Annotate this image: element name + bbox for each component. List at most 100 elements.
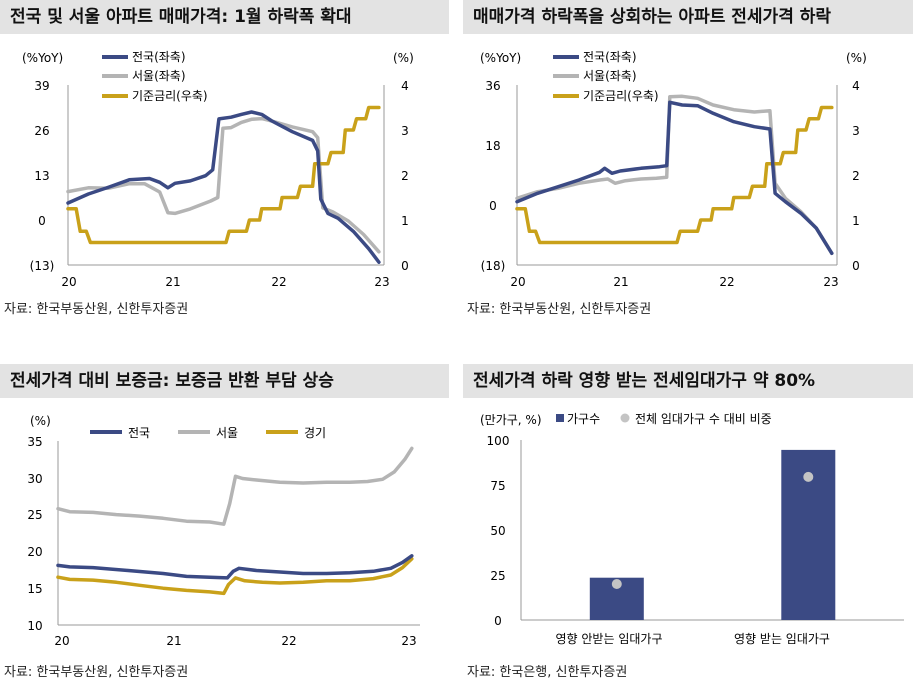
ytick-label: 15 (27, 582, 42, 596)
legend-label-nation: 전국(좌축) (132, 50, 186, 64)
source-note: 자료: 한국부동산원, 신한투자증권 (467, 302, 652, 317)
legend-label-nation: 전국(좌축) (583, 50, 637, 64)
ytick-label: 26 (34, 124, 49, 138)
ytick-label: 4 (852, 79, 860, 93)
legend-label-bar: 가구수 (567, 412, 600, 426)
chart-rental-households: (만가구, %) 가구수 전체 임대가구 수 대비 비중 100 75 50 2… (480, 412, 904, 646)
legend-label-seoul: 서울(좌축) (583, 69, 637, 83)
legend-swatch-bar (556, 414, 564, 422)
ytick-label: 3 (401, 124, 409, 138)
series-line-rate (66, 105, 381, 245)
panel-deposit-ratio: 전세가격 대비 보증금: 보증금 반환 부담 상승 (%) 전국 서울 경기 3… (0, 364, 450, 686)
legend-label-seoul: 서울 (216, 426, 238, 440)
plot-area (66, 105, 381, 264)
ytick-labels-left: 36 18 0 (18) (481, 79, 506, 273)
xtick-label: 23 (401, 634, 416, 648)
ytick-label: 25 (490, 569, 505, 583)
ytick-label: (13) (30, 259, 55, 273)
ytick-label: 18 (485, 139, 500, 153)
ytick-label: 30 (27, 472, 42, 486)
ylabel-right: (%) (846, 51, 867, 65)
xtick-label: 21 (166, 634, 181, 648)
series-line-nation (56, 554, 414, 580)
ytick-label: 0 (852, 259, 860, 273)
source-note: 자료: 한국부동산원, 신한투자증권 (4, 665, 189, 680)
xtick-label: 22 (281, 634, 296, 648)
plot-area (56, 446, 414, 596)
xtick-label: 22 (271, 275, 286, 289)
ytick-label: (18) (481, 259, 506, 273)
plot-area (515, 94, 834, 256)
ytick-label: 2 (852, 169, 860, 183)
category-labels: 영향 안받는 임대가구 영향 받는 임대가구 (556, 632, 830, 646)
xtick-label: 21 (613, 275, 628, 289)
panel-sales-price: 전국 및 서울 아파트 매매가격: 1월 하락폭 확대 (%YoY) (%) 전… (0, 0, 450, 320)
ytick-label: 1 (401, 214, 409, 228)
ytick-labels: 100 75 50 25 0 (487, 434, 510, 628)
legend-swatch-dot (620, 413, 630, 423)
legend: 가구수 전체 임대가구 수 대비 비중 (556, 412, 772, 426)
legend-label-rate: 기준금리(우축) (132, 89, 208, 103)
ytick-label: 36 (485, 79, 500, 93)
ylabel-left: (%YoY) (480, 51, 521, 65)
ylabel: (만가구, %) (480, 413, 542, 427)
series-line-seoul (515, 94, 834, 256)
ytick-label: 25 (27, 508, 42, 522)
ytick-labels-right: 4 3 2 1 0 (401, 79, 409, 273)
ytick-labels-left: 35 30 25 20 15 10 (27, 435, 42, 633)
legend-label-dot: 전체 임대가구 수 대비 비중 (635, 412, 772, 426)
xtick-label: 23 (823, 275, 838, 289)
ytick-label: 100 (487, 434, 510, 448)
chart-sales-price: (%YoY) (%) 전국(좌축) 서울(좌축) 기준금리(우축) 39 26 … (22, 50, 414, 289)
legend-label-gyeonggi: 경기 (304, 426, 326, 440)
xtick-labels: 20 21 22 23 (510, 275, 838, 289)
panel-title: 전세가격 하락 영향 받는 전세임대가구 약 80% (463, 364, 913, 398)
ytick-label: 20 (27, 545, 42, 559)
panel-title: 전국 및 서울 아파트 매매가격: 1월 하락폭 확대 (0, 0, 449, 34)
panel-jeonse-price: 매매가격 하락폭을 상회하는 아파트 전세가격 하락 (%YoY) (%) 전국… (463, 0, 919, 320)
ytick-label: 4 (401, 79, 409, 93)
panel-rental-households: 전세가격 하락 영향 받는 전세임대가구 약 80% (만가구, %) 가구수 … (463, 364, 919, 686)
legend-label-seoul: 서울(좌축) (132, 69, 186, 83)
series-line-rate (515, 105, 834, 245)
series-line-gyeonggi (56, 557, 414, 596)
legend-label-rate: 기준금리(우축) (583, 89, 659, 103)
xtick-label: 23 (374, 275, 389, 289)
ytick-label: 2 (401, 169, 409, 183)
ytick-label: 0 (489, 199, 497, 213)
series-line-nation (66, 110, 381, 264)
ytick-label: 35 (27, 435, 42, 449)
ytick-labels-left: 39 26 13 0 (13) (30, 79, 55, 273)
ytick-label: 10 (27, 619, 42, 633)
legend: 전국(좌축) 서울(좌축) 기준금리(우축) (553, 50, 659, 103)
chart-jeonse-price: (%YoY) (%) 전국(좌축) 서울(좌축) 기준금리(우축) 36 18 … (480, 50, 867, 289)
ytick-label: 0 (38, 214, 46, 228)
panel-title: 전세가격 대비 보증금: 보증금 반환 부담 상승 (0, 364, 449, 398)
legend: 전국(좌축) 서울(좌축) 기준금리(우축) (102, 50, 208, 103)
category-label: 영향 안받는 임대가구 (556, 632, 663, 646)
xtick-label: 20 (54, 634, 69, 648)
series-line-seoul (66, 116, 381, 254)
legend: 전국 서울 경기 (90, 426, 326, 440)
xtick-labels: 20 21 22 23 (61, 275, 389, 289)
series-line-seoul (56, 446, 414, 526)
ytick-label: 75 (490, 479, 505, 493)
ytick-label: 1 (852, 214, 860, 228)
source-note: 자료: 한국은행, 신한투자증권 (467, 665, 628, 680)
ytick-labels-right: 4 3 2 1 0 (852, 79, 860, 273)
ylabel-left: (%) (30, 414, 51, 428)
series-line-nation (515, 100, 834, 256)
category-label: 영향 받는 임대가구 (734, 632, 830, 646)
xtick-label: 20 (510, 275, 525, 289)
panel-title: 매매가격 하락폭을 상회하는 아파트 전세가격 하락 (463, 0, 913, 34)
xtick-label: 22 (719, 275, 734, 289)
ytick-label: 50 (490, 524, 505, 538)
ylabel-left: (%YoY) (22, 51, 63, 65)
legend-label-nation: 전국 (128, 426, 150, 440)
xtick-label: 21 (165, 275, 180, 289)
source-note: 자료: 한국부동산원, 신한투자증권 (4, 302, 189, 317)
bar-area (589, 449, 836, 620)
dot-share (611, 579, 622, 589)
ytick-label: 39 (34, 79, 49, 93)
xtick-label: 20 (61, 275, 76, 289)
